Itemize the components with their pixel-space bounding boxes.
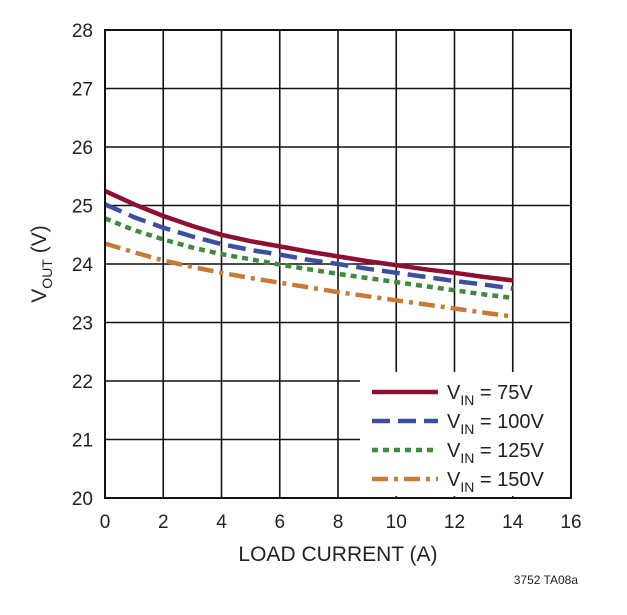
legend-label-rest: = 75V: [474, 382, 533, 404]
series-layer: [104, 188, 514, 319]
x-tick-label: 0: [100, 512, 111, 533]
legend-label-main: V: [447, 382, 461, 404]
series-line-1: [104, 188, 514, 283]
y-tick-label: 23: [72, 314, 93, 335]
legend-label-main: V: [447, 411, 461, 433]
x-tick-label: 16: [560, 512, 581, 533]
y-tick-label: 28: [72, 21, 93, 42]
legend-label-rest: = 125V: [474, 440, 544, 462]
y-tick-label: 22: [72, 372, 93, 393]
x-tick-label: 4: [216, 512, 227, 533]
x-tick-label: 14: [502, 512, 524, 533]
y-tick-labels: 20 21 22 23 24 25 26 27 28: [72, 21, 94, 510]
plot-frame: [104, 29, 572, 499]
y-tick-label: 26: [72, 138, 93, 159]
legend-label-1: VIN = 75V: [447, 382, 533, 408]
y-axis-title-main: V: [28, 289, 51, 303]
legend-label-sub: IN: [460, 479, 474, 495]
y-tick-label: 27: [72, 80, 93, 101]
x-tick-labels: 0 2 4 6 8 10 12 14 16: [100, 512, 582, 533]
y-axis-title-unit: (V): [28, 225, 51, 259]
x-tick-label: 2: [158, 512, 169, 533]
figure-footnote: 3752 TA08a: [514, 573, 579, 587]
legend-label-sub: IN: [460, 392, 474, 408]
legend-label-2: VIN = 100V: [447, 411, 545, 437]
series-line-4: [104, 241, 514, 319]
legend-label-sub: IN: [460, 421, 474, 437]
legend-label-3: VIN = 125V: [447, 440, 545, 466]
y-axis-title: VOUT (V): [28, 225, 55, 302]
x-tick-label: 8: [333, 512, 344, 533]
y-tick-label: 20: [72, 489, 93, 510]
legend-label-main: V: [447, 469, 461, 491]
y-tick-label: 24: [72, 255, 94, 276]
legend-label-rest: = 100V: [474, 411, 544, 433]
legend-label-4: VIN = 150V: [447, 469, 545, 495]
x-tick-label: 12: [444, 512, 465, 533]
legend-label-rest: = 150V: [474, 469, 544, 491]
legend-label-sub: IN: [460, 450, 474, 466]
legend-label-main: V: [447, 440, 461, 462]
y-tick-label: 21: [72, 431, 93, 452]
series-line-2: [104, 202, 514, 291]
x-tick-label: 10: [386, 512, 407, 533]
x-axis-title: LOAD CURRENT (A): [238, 543, 437, 566]
x-tick-label: 6: [274, 512, 285, 533]
y-axis-title-sub: OUT: [39, 259, 55, 289]
series-line-3: [104, 216, 514, 301]
y-tick-label: 25: [72, 197, 93, 218]
